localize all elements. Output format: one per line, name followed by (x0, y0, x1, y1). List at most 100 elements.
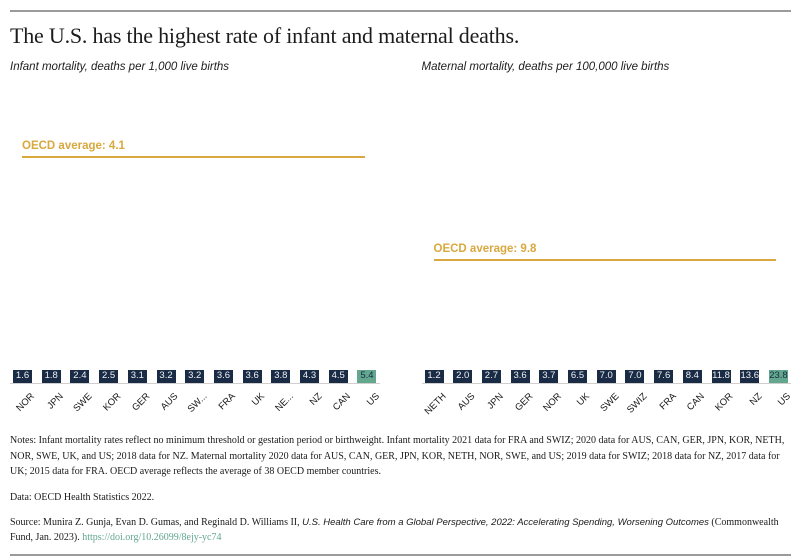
x-tick: FRA (214, 384, 238, 420)
x-tick-label: CAN (331, 391, 354, 413)
bar-slot: 3.2 (185, 370, 205, 383)
x-tick-label: NE... (272, 391, 296, 414)
page-title: The U.S. has the highest rate of infant … (10, 23, 520, 48)
x-tick: US (357, 384, 382, 420)
infant-bars: 1.6 1.8 2.4 2.5 3.1 3.2 3.2 3.6 3.6 3.8 4.3 4.5 5.4 (10, 87, 380, 383)
x-tick: NETH (423, 384, 449, 420)
x-tick: GER (128, 384, 152, 420)
bar-NE: 3.8 (271, 370, 291, 383)
x-tick-label: SWE (597, 391, 621, 415)
x-tick-label: NZ (307, 391, 325, 408)
x-tick: NE... (271, 384, 296, 420)
bar-slot: 3.7 (539, 370, 559, 383)
bar-value-label: 7.0 (599, 370, 613, 381)
x-tick-label: AUS (159, 391, 181, 413)
notes-text: Notes: Infant mortality rates reflect no… (10, 435, 785, 477)
x-tick-label: SWE (71, 391, 95, 415)
bar-FRA: 7.6 (654, 370, 674, 383)
x-tick: AUS (453, 384, 478, 420)
x-tick-label: GER (512, 391, 535, 414)
bar-slot: 2.7 (481, 370, 501, 383)
source-citation-prefix: Source: Munira Z. Gunja, Evan D. Gumas, … (10, 516, 303, 528)
bar-UK: 3.6 (242, 370, 262, 383)
x-tick-label: NOR (540, 391, 564, 414)
x-tick-label: FRA (216, 391, 239, 413)
bottom-divider (10, 553, 791, 556)
maternal-x-axis-labels: NETH AUS JPN GER NOR UK SWE SWIZ FRA CAN KOR NZ US (422, 384, 794, 420)
bar-slot: 3.1 (127, 370, 147, 383)
infant-mortality-chart: Infant mortality, deaths per 1,000 live … (10, 61, 382, 420)
doi-link[interactable]: https://doi.org/10.26099/8ejy-yc74 (82, 531, 222, 543)
bar-slot: 1.6 (13, 370, 32, 383)
bar-value-label: 3.6 (245, 370, 259, 381)
bar-slot: 4.3 (300, 370, 320, 383)
x-tick-label: SWIZ (625, 391, 650, 416)
bar-JPN: 1.8 (41, 370, 61, 383)
infant-plot-area: 1.6 1.8 2.4 2.5 3.1 3.2 3.2 3.6 3.6 3.8 4.3 4.5 5.4 … (10, 87, 380, 384)
x-tick-label: NZ (747, 391, 765, 408)
bar-value-label: 23.8 (769, 370, 788, 381)
bar-slot: 8.4 (682, 370, 702, 383)
x-tick-label: AUS (455, 391, 478, 413)
bar-slot: 1.2 (424, 370, 444, 383)
x-tick: CAN (329, 384, 353, 420)
bar-NOR: 1.6 (13, 370, 32, 383)
bar-GER: 3.6 (510, 370, 530, 383)
bar-slot: 23.8 (768, 370, 788, 383)
bar-NOR: 3.7 (539, 370, 559, 383)
bar-slot: 2.0 (453, 370, 473, 383)
bar-SWE: 7.0 (596, 370, 616, 383)
bar-value-label: 13.6 (740, 370, 759, 381)
bar-CAN: 8.4 (682, 370, 702, 383)
x-tick: SWE (597, 384, 621, 420)
x-tick: KOR (712, 384, 735, 420)
bar-UK: 6.5 (568, 370, 588, 383)
bar-SWIZ: 7.0 (625, 370, 645, 383)
infant-oecd-average-line (22, 156, 365, 159)
bar-KOR: 2.5 (99, 370, 119, 383)
x-tick-label: US (364, 391, 382, 409)
maternal-bars: 1.2 2.0 2.7 3.6 3.7 6.5 7.0 7.0 7.6 8.4 11.8 13.6 23… (422, 87, 792, 383)
bar-US: 5.4 (357, 370, 377, 383)
bar-slot: 3.8 (271, 370, 291, 383)
x-tick-label: UK (249, 391, 267, 409)
bar-value-label: 3.2 (159, 370, 173, 381)
bar-slot: 6.5 (568, 370, 588, 383)
bar-slot: 7.6 (654, 370, 674, 383)
x-tick: NOR (13, 384, 38, 420)
x-tick: UK (568, 384, 592, 420)
bar-value-label: 2.4 (73, 370, 87, 381)
maternal-plot-area: 1.2 2.0 2.7 3.6 3.7 6.5 7.0 7.0 7.6 8.4 11.8 13.6 23… (421, 87, 792, 384)
bar-GER: 3.1 (127, 370, 147, 383)
bar-slot: 3.6 (510, 370, 530, 383)
x-tick-label: CAN (685, 391, 708, 413)
infant-oecd-average-label: OECD average: 4.1 (22, 140, 125, 153)
x-tick: FRA (654, 384, 678, 420)
bar-slot: 4.5 (328, 370, 348, 383)
x-tick: SWIZ (625, 384, 650, 420)
x-tick: US (769, 384, 793, 420)
bar-US: 23.8 (768, 370, 788, 383)
bar-value-label: 7.6 (657, 370, 671, 381)
bar-CAN: 4.5 (328, 370, 348, 383)
bar-value-label: 7.0 (628, 370, 642, 381)
bar-KOR: 11.8 (711, 370, 731, 383)
bar-FRA: 3.6 (213, 370, 233, 383)
source-citation: Source: Munira Z. Gunja, Evan D. Gumas, … (10, 515, 791, 545)
bar-value-label: 3.2 (188, 370, 202, 381)
x-tick: KOR (99, 384, 123, 420)
bar-value-label: 2.5 (102, 370, 116, 381)
x-tick: SW... (185, 384, 210, 420)
bar-value-label: 3.7 (542, 370, 556, 381)
bar-value-label: 2.0 (456, 370, 470, 381)
bar-AUS: 3.2 (156, 370, 176, 383)
x-tick: CAN (683, 384, 707, 420)
bar-slot: 2.4 (70, 370, 90, 383)
bar-value-label: 6.5 (570, 370, 585, 381)
charts-row: Infant mortality, deaths per 1,000 live … (10, 61, 794, 420)
x-tick-label: SW... (185, 391, 210, 415)
top-divider (10, 10, 791, 12)
bar-slot: 3.6 (242, 370, 262, 383)
x-tick: AUS (157, 384, 181, 420)
bar-slot: 3.6 (213, 370, 233, 383)
